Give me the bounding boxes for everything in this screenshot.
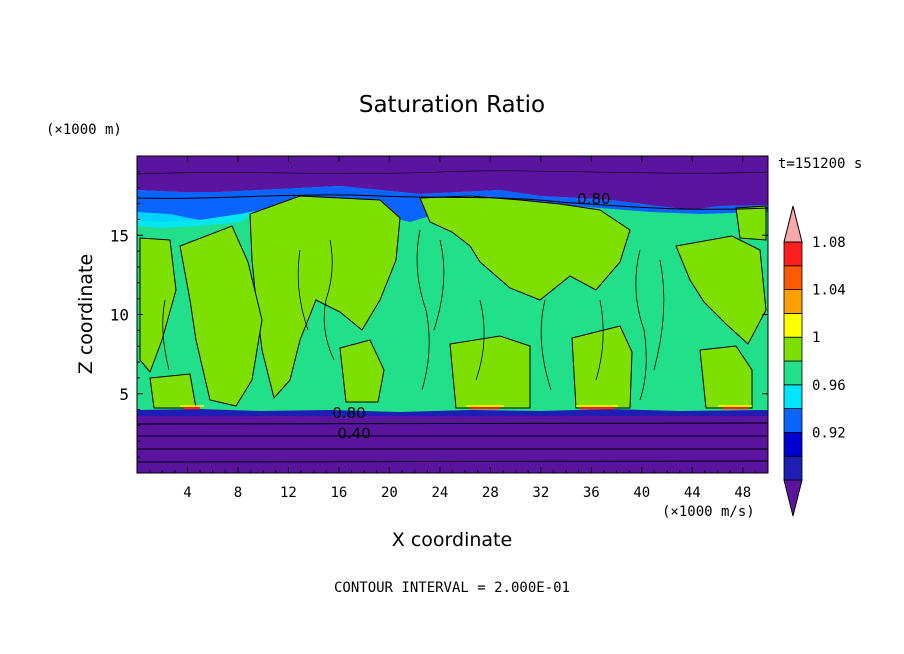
x-tick-label: 48 [734,485,751,501]
contour-lines [137,170,768,463]
colorbar-max-arrow [783,205,803,243]
cloud-filaments [162,229,665,401]
cloud-regions [139,195,767,409]
y-tick-label: 15 [110,226,129,245]
colorbar-swatch [783,312,803,338]
upper-dry-layer [137,156,768,210]
y-tick-label: 5 [119,385,129,404]
upper-cyan-band [137,210,260,228]
colorbar-swatch [783,431,803,457]
time-label: t=151200 s [778,156,862,172]
x-tick-label: 16 [330,485,347,501]
colorbar-swatch [783,289,803,314]
colorbar-swatch [783,408,803,433]
lower-dry-boundary [137,409,768,416]
x-tick-label: 36 [583,485,600,501]
colorbar-swatch [783,384,803,409]
colorbar-label: 1 [812,330,820,346]
contour-label: 0.80 [577,190,610,208]
contour-label: 0.40 [337,425,370,443]
x-tick-label: 32 [532,485,549,501]
x-axis: 4 8 12 16 20 24 28 32 36 40 44 48 [149,156,756,501]
colorbar: 0.92 0.96 1 1.04 1.08 [783,205,846,517]
colorbar-swatch [783,241,803,267]
colorbar-swatch [783,455,803,481]
x-tick-label: 4 [183,485,191,501]
contour-label: 0.80 [332,404,365,422]
plot-area [137,156,768,473]
contour-labels: 0.80 0.80 0.40 [332,190,610,443]
y-tick-label: 10 [110,306,129,325]
x-tick-label: 40 [633,485,650,501]
x-tick-label: 20 [381,485,398,501]
colorbar-label: 1.04 [812,283,846,299]
x-tick-label: 44 [684,485,701,501]
y-axis-label: Z coordinate [75,254,97,374]
colorbar-label: 0.96 [812,378,846,394]
chart-title: Saturation Ratio [359,92,545,118]
colorbar-min-arrow [783,479,803,517]
x-axis-label: X coordinate [392,529,512,551]
colorbar-swatch [783,265,803,290]
x-tick-label: 8 [234,485,242,501]
contour-interval-note: CONTOUR INTERVAL = 2.000E-01 [334,580,570,596]
x-tick-label: 28 [482,485,499,501]
lower-dry-layer [137,416,768,473]
colorbar-swatch [783,336,803,362]
x-tick-label: 12 [280,485,297,501]
y-unit-label: (×1000 m) [46,122,122,138]
x-tick-label: 24 [431,485,448,501]
y-axis: 5 10 15 [110,171,768,458]
x-unit-label: (×1000 m/s) [662,504,755,520]
colorbar-label: 0.92 [812,425,846,441]
colorbar-label: 1.08 [812,235,846,251]
colorbar-swatch [783,360,803,386]
